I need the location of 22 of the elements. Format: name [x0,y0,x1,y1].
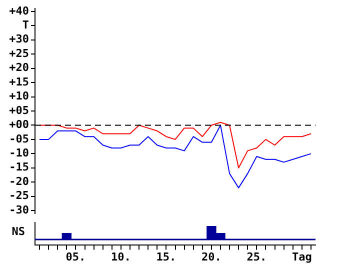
y-tick-label: T [22,18,30,32]
y-tick-label: -10 [9,146,29,160]
y-tick-label: +15 [9,75,29,88]
x-tick-label: 05. [66,250,86,264]
y-tick-label: +10 [9,90,29,103]
y-axis-title: NS [12,224,25,238]
y-tick-label: +20 [9,61,29,74]
y-tick-label: +25 [9,46,29,60]
y-tick-label: +00 [9,118,29,132]
y-tick-label: -05 [9,132,29,146]
y-tick-label: -15 [9,160,29,174]
x-tick-label: 25. [246,250,267,264]
y-tick-label: +40 [9,4,29,18]
y-tick-label: -30 [9,203,29,216]
y-tick-label: +30 [9,32,29,46]
y-tick-label: -20 [9,174,29,188]
y-tick-label: -25 [9,189,29,202]
x-tick-label: Tag [292,250,312,264]
x-tick-label: 20. [202,250,222,264]
y-tick-label: +05 [9,104,29,117]
x-tick-label: 10. [111,250,131,264]
x-tick-label: 15. [156,250,176,264]
